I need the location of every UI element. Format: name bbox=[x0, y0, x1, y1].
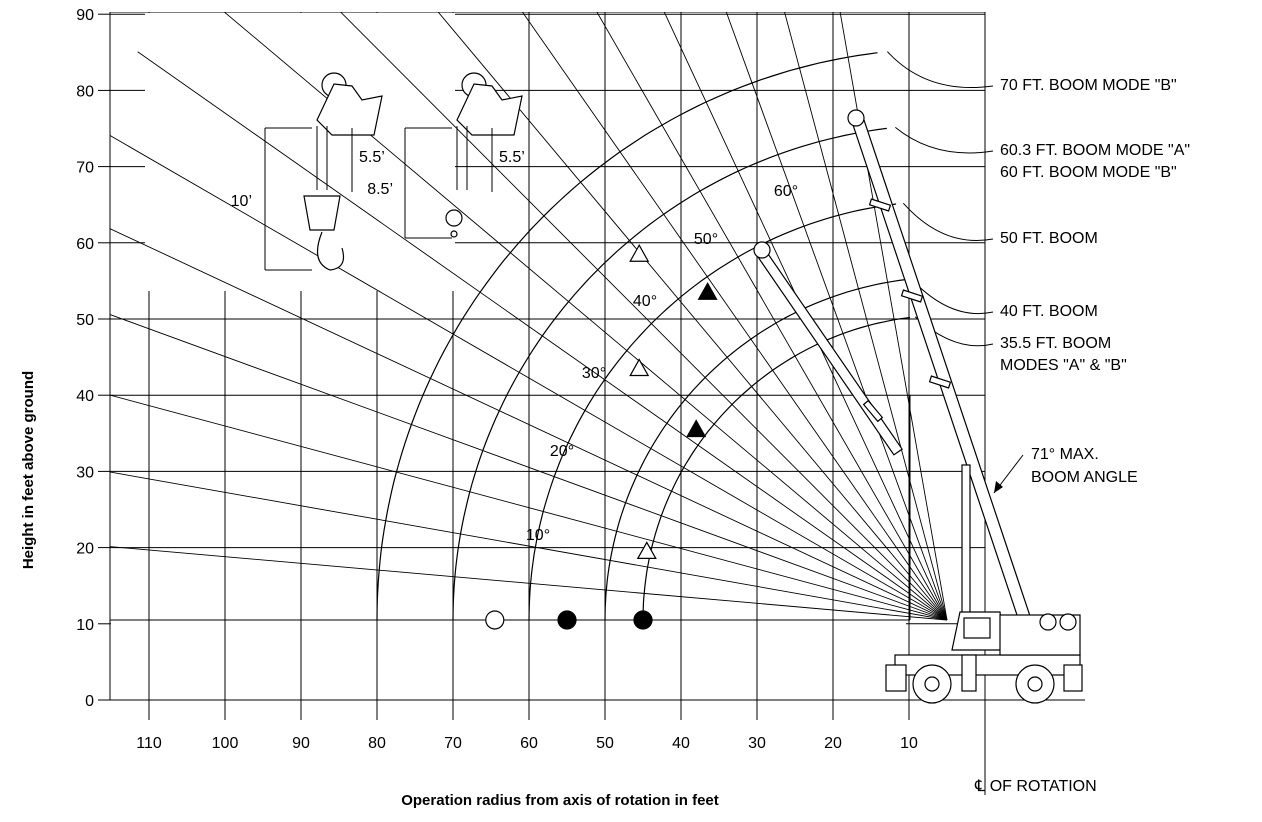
boom-vertical bbox=[961, 464, 971, 626]
y-tick-label-60: 60 bbox=[76, 236, 94, 253]
crane-outrigger-front bbox=[885, 664, 907, 692]
boom-leader-2 bbox=[902, 202, 994, 241]
hook-block-illustration bbox=[264, 72, 523, 271]
y-tick-label-70: 70 bbox=[76, 160, 94, 177]
boom-leader-0 bbox=[887, 51, 994, 89]
boom-arc-75 bbox=[376, 52, 878, 621]
marker-3 bbox=[636, 541, 657, 560]
boom-arc-65 bbox=[452, 127, 887, 621]
boom-label-6: MODES "A" & "B" bbox=[1000, 357, 1127, 374]
boom-label-4: 40 FT. BOOM bbox=[1000, 303, 1098, 320]
markers-layer bbox=[485, 244, 718, 630]
x-tick-label-110: 110 bbox=[136, 735, 162, 752]
angle-label-50: 50° bbox=[694, 231, 718, 248]
grid-mask-0 bbox=[145, 13, 455, 291]
boom-arc-40 bbox=[642, 316, 911, 620]
boom-label-0: 70 FT. BOOM MODE "B" bbox=[1000, 77, 1177, 94]
marker-6 bbox=[686, 419, 707, 438]
max-angle-label-2: BOOM ANGLE bbox=[1031, 469, 1138, 486]
crane-counterweight-2 bbox=[1059, 613, 1077, 631]
x-tick-label-40: 40 bbox=[672, 735, 690, 752]
y-tick-label-10: 10 bbox=[76, 617, 94, 634]
marker-5 bbox=[629, 244, 650, 262]
y-tick-label-30: 30 bbox=[76, 464, 94, 481]
x-tick-label-90: 90 bbox=[292, 735, 310, 752]
boom-section-0 bbox=[868, 198, 892, 212]
marker-1 bbox=[557, 610, 577, 630]
crane-counterweight-1 bbox=[1039, 613, 1057, 631]
max-angle-label-1: 71° MAX. bbox=[1031, 446, 1099, 463]
max-angle-arrow bbox=[994, 481, 1003, 493]
angle-label-40: 40° bbox=[633, 293, 657, 310]
boom-label-2: 60 FT. BOOM MODE "B" bbox=[1000, 164, 1177, 181]
x-tick-label-50: 50 bbox=[596, 735, 614, 752]
crane-hub-front bbox=[924, 676, 940, 692]
dim-label-10: 10’ bbox=[231, 193, 252, 210]
x-axis-title: Operation radius from axis of rotation i… bbox=[401, 792, 719, 809]
boom-leader-1 bbox=[895, 127, 994, 154]
top-cover bbox=[0, 0, 1262, 12]
x-tick-label-20: 20 bbox=[824, 735, 842, 752]
marker-4 bbox=[629, 358, 650, 377]
boom-label-1: 60.3 FT. BOOM MODE "A" bbox=[1000, 142, 1190, 159]
y-axis-title: Height in feet above ground bbox=[20, 371, 37, 569]
marker-2 bbox=[633, 610, 653, 630]
boom-section-50 bbox=[862, 399, 884, 423]
angle-label-60: 60° bbox=[774, 183, 798, 200]
dim-label-55b: 5.5’ bbox=[499, 149, 525, 166]
rotation-label: ℄ OF ROTATION bbox=[974, 778, 1097, 795]
boom-label-5: 35.5 FT. BOOM bbox=[1000, 335, 1111, 352]
angle-rays bbox=[0, 0, 1262, 720]
boom-arcs bbox=[376, 51, 994, 621]
hook-main-boom-head bbox=[316, 83, 383, 136]
y-tick-label-90: 90 bbox=[76, 7, 94, 24]
angle-label-20: 20° bbox=[550, 443, 574, 460]
boom-arc-45 bbox=[604, 279, 906, 621]
dim-label-55a: 5.5’ bbox=[359, 149, 385, 166]
x-tick-label-80: 80 bbox=[368, 735, 386, 752]
crane-cab-window bbox=[963, 617, 991, 639]
marker-0 bbox=[485, 610, 505, 630]
x-tick-label-30: 30 bbox=[748, 735, 766, 752]
hook-aux-ball bbox=[445, 209, 463, 227]
x-tick-label-10: 10 bbox=[900, 735, 918, 752]
dim-label-85: 8.5’ bbox=[367, 181, 393, 198]
x-tick-label-70: 70 bbox=[444, 735, 462, 752]
y-tick-label-20: 20 bbox=[76, 541, 94, 558]
angle-label-10: 10° bbox=[526, 527, 550, 544]
left-cover bbox=[0, 0, 110, 720]
lower-cover bbox=[111, 620, 906, 699]
crane-step bbox=[961, 654, 977, 692]
crane-outrigger-rear bbox=[1063, 664, 1083, 692]
marker-7 bbox=[697, 282, 718, 300]
y-tick-label-40: 40 bbox=[76, 388, 94, 405]
y-tick-label-80: 80 bbox=[76, 83, 94, 100]
boom-section-2 bbox=[928, 375, 952, 389]
hook-aux-boom-head bbox=[456, 83, 523, 136]
y-tick-label-0: 0 bbox=[85, 693, 94, 710]
crane-illustration bbox=[753, 109, 1083, 704]
angle-label-30: 30° bbox=[582, 365, 606, 382]
grid-layer bbox=[98, 11, 1085, 795]
labels-layer: 0 10 20 30 40 50 60 70 80 90 110 100 90 80 70 60 50 40 30 2… bbox=[20, 7, 1190, 809]
crane-hub-rear bbox=[1027, 676, 1043, 692]
boom-label-3: 50 FT. BOOM bbox=[1000, 230, 1098, 247]
hook-aux-eye bbox=[450, 230, 458, 238]
hook-main-block bbox=[303, 195, 341, 231]
y-tick-label-50: 50 bbox=[76, 312, 94, 329]
x-tick-label-100: 100 bbox=[212, 735, 239, 752]
boom-head-70 bbox=[847, 109, 865, 127]
boom-arc-55 bbox=[528, 203, 897, 621]
boom-section-1 bbox=[900, 289, 924, 303]
hook-main-hook bbox=[316, 231, 345, 271]
x-tick-label-60: 60 bbox=[520, 735, 538, 752]
boom-head-50 bbox=[753, 241, 771, 259]
